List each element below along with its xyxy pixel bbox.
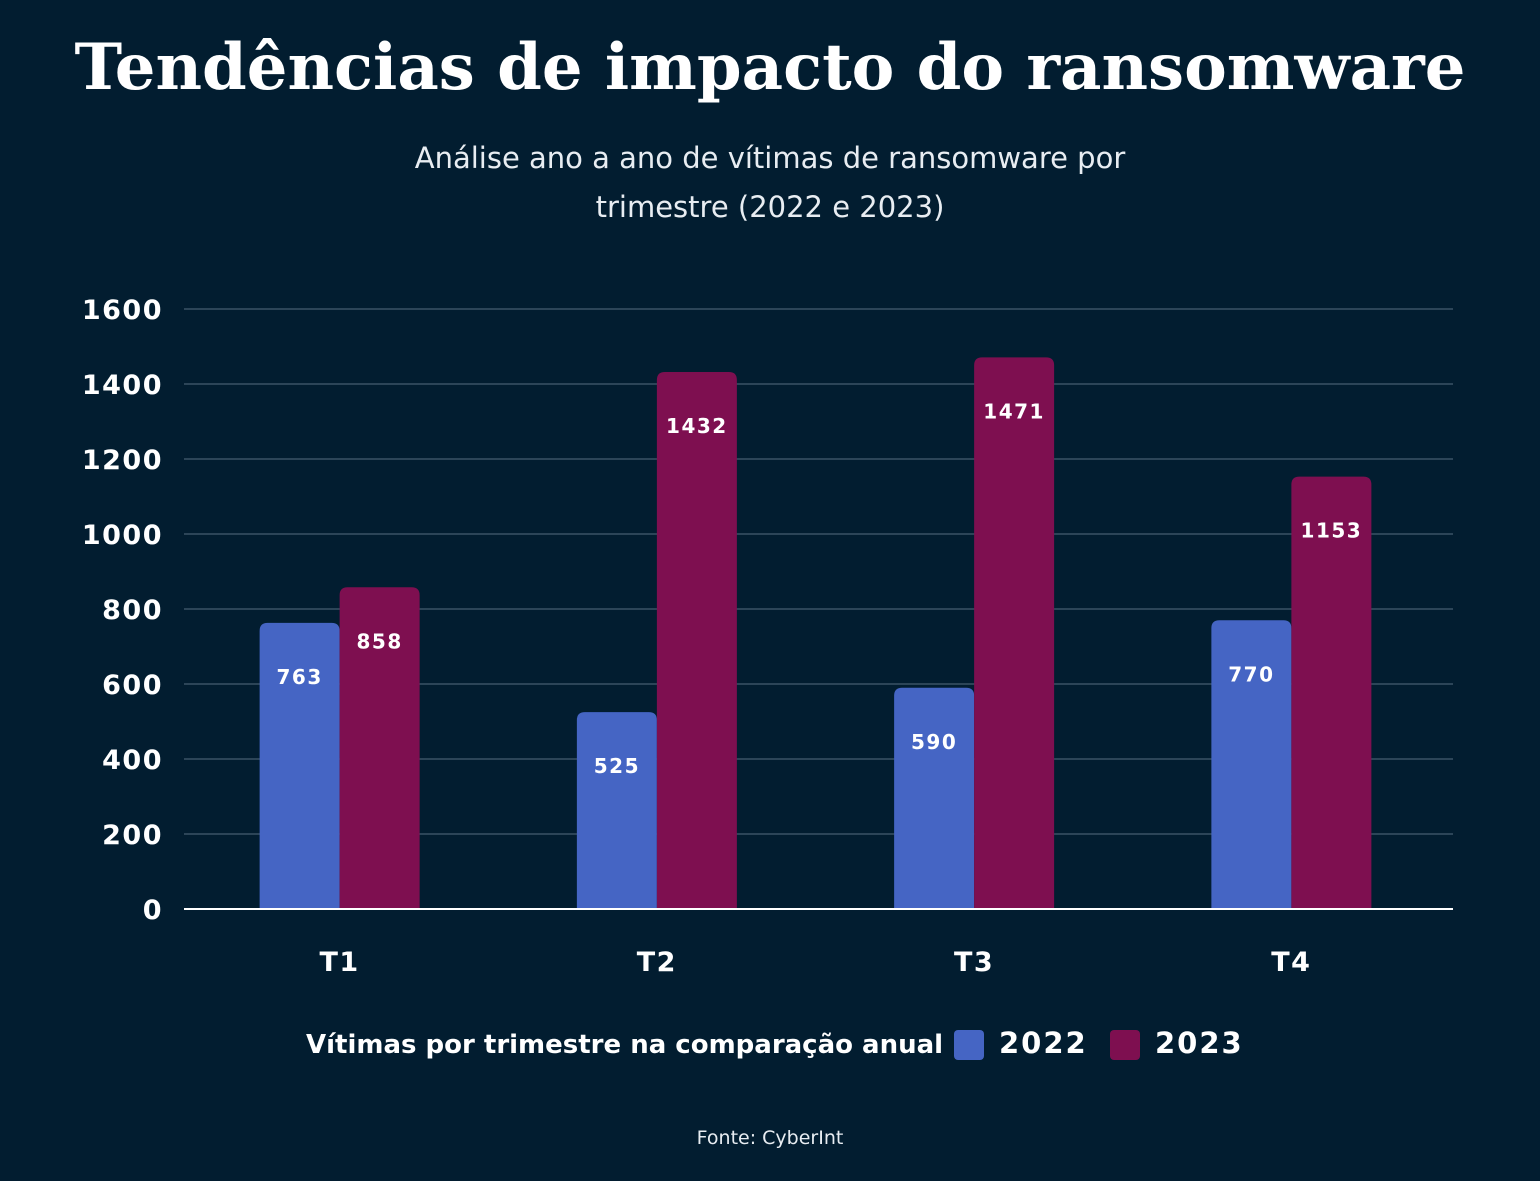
legend-swatch-2023: [1110, 1030, 1140, 1060]
x-tick-label: T1: [320, 947, 360, 978]
bar-2022-T4: [1211, 620, 1292, 909]
legend-title: Vítimas por trimestre na comparação anua…: [306, 1030, 944, 1060]
y-tick-label: 0: [143, 895, 163, 926]
bar-2023-T1: [339, 587, 420, 909]
data-label: 525: [594, 754, 640, 778]
bar-2022-T3: [894, 687, 975, 909]
data-label: 590: [911, 730, 957, 754]
subtitle-line-2: trimestre (2022 e 2023): [595, 190, 945, 224]
y-tick-label: 200: [102, 820, 163, 851]
y-tick-label: 800: [102, 595, 163, 626]
x-tick-label: T3: [954, 947, 994, 978]
x-tick-label: T2: [637, 947, 677, 978]
y-tick-label: 1000: [82, 520, 163, 551]
data-label: 1153: [1301, 519, 1363, 543]
bar-chart: 0 200 400 600 800 1000 1200 1400 1600 763 858 T1 525…: [82, 295, 1453, 978]
data-label: 1432: [666, 414, 728, 438]
legend-swatch-2022: [954, 1030, 984, 1060]
bar-2023-T3: [974, 357, 1055, 909]
legend-label-2023: 2023: [1155, 1026, 1244, 1060]
legend: Vítimas por trimestre na comparação anua…: [0, 1026, 1540, 1066]
legend-label-2022: 2022: [999, 1026, 1088, 1060]
y-tick-label: 400: [102, 745, 163, 776]
data-label: 1471: [983, 399, 1045, 423]
subtitle-line-1: Análise ano a ano de vítimas de ransomwa…: [414, 141, 1126, 175]
bar-2022-T1: [259, 622, 340, 909]
source-note: Fonte: CyberInt: [696, 1127, 844, 1149]
y-tick-label: 1600: [82, 295, 163, 326]
data-label: 770: [1228, 662, 1274, 686]
data-label: 763: [277, 665, 323, 689]
bar-2023-T4: [1291, 476, 1372, 909]
bar-2022-T2: [576, 712, 657, 909]
y-tick-label: 1200: [82, 445, 163, 476]
x-tick-label: T4: [1271, 947, 1311, 978]
chart-subtitle: Análise ano a ano de vítimas de ransomwa…: [370, 134, 1170, 232]
data-label: 858: [357, 629, 403, 653]
y-tick-label: 600: [102, 670, 163, 701]
y-tick-label: 1400: [82, 370, 163, 401]
chart-title: Tendências de impacto do ransomware: [74, 30, 1466, 105]
bar-2023-T2: [656, 372, 737, 909]
